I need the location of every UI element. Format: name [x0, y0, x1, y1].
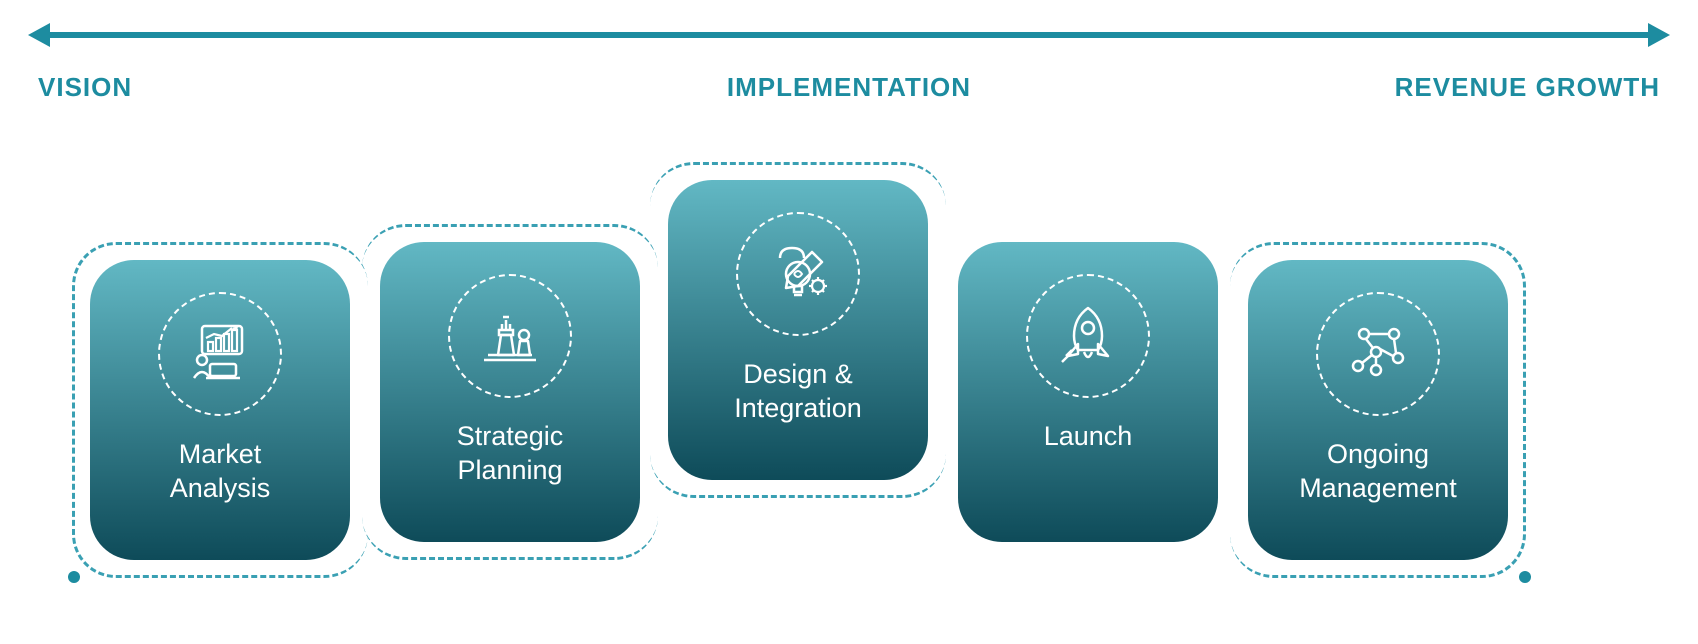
network-icon: [1342, 318, 1414, 390]
stage-card-label: MarketAnalysis: [170, 438, 271, 506]
header-vision: VISION: [38, 72, 132, 103]
stage-card-label: Design &Integration: [734, 358, 862, 426]
arrowhead-left-icon: [28, 23, 50, 47]
stage-card-design-integration: Design &Integration: [668, 180, 928, 480]
rocket-icon: [1052, 300, 1124, 372]
frame-endpoint-dot: [1519, 571, 1531, 583]
stage-card-label: StrategicPlanning: [457, 420, 564, 488]
stage-card-launch: Launch: [958, 242, 1218, 542]
frame-endpoint-dot: [68, 571, 80, 583]
timeline-line: [50, 32, 1648, 38]
icon-ring: [736, 212, 860, 336]
design-icon: [762, 238, 834, 310]
header-implementation: IMPLEMENTATION: [727, 72, 971, 103]
icon-ring: [448, 274, 572, 398]
timeline-headers: VISION IMPLEMENTATION REVENUE GROWTH: [38, 72, 1660, 112]
icon-ring: [158, 292, 282, 416]
stage-card-label: Launch: [1044, 420, 1133, 454]
stage-card-ongoing-management: OngoingManagement: [1248, 260, 1508, 560]
icon-ring: [1026, 274, 1150, 398]
stage-card-label: OngoingManagement: [1299, 438, 1457, 506]
stage-card-strategic-planning: StrategicPlanning: [380, 242, 640, 542]
infographic-stage: VISION IMPLEMENTATION REVENUE GROWTH Mar…: [0, 0, 1698, 644]
arrowhead-right-icon: [1648, 23, 1670, 47]
header-revenue-growth: REVENUE GROWTH: [1395, 72, 1660, 103]
chess-icon: [474, 300, 546, 372]
analytics-icon: [184, 318, 256, 390]
stage-card-market-analysis: MarketAnalysis: [90, 260, 350, 560]
icon-ring: [1316, 292, 1440, 416]
timeline-arrow: [38, 32, 1660, 38]
